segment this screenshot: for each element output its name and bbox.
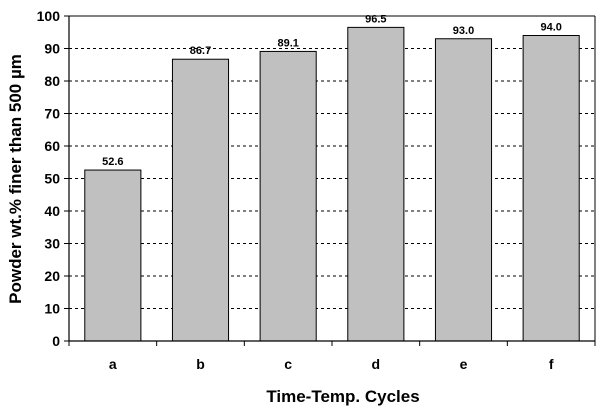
bars bbox=[84, 26, 580, 342]
y-tick-label: 90 bbox=[44, 41, 60, 57]
y-tick-label: 60 bbox=[44, 138, 60, 154]
bar-value-label: 52.6 bbox=[102, 156, 123, 168]
x-axis-ticks: a b c d e f bbox=[68, 341, 596, 372]
y-tick-label: 30 bbox=[44, 236, 60, 252]
y-tick-label: 40 bbox=[44, 203, 60, 219]
y-tick-label: 20 bbox=[44, 268, 60, 284]
data-labels: 52.6 86.7 89.1 96.5 93.0 94.0 bbox=[102, 13, 562, 168]
gridlines bbox=[69, 15, 595, 309]
x-axis-title: Time-Temp. Cycles bbox=[266, 387, 419, 406]
x-tick-label: e bbox=[460, 356, 468, 372]
bar-value-label: 89.1 bbox=[277, 37, 298, 49]
x-tick-label: f bbox=[549, 356, 554, 372]
y-tick-label: 50 bbox=[44, 171, 60, 187]
x-tick-label: a bbox=[109, 356, 117, 372]
x-tick-label: d bbox=[372, 356, 381, 372]
y-axis-title: Powder wt.% finer than 500 µm bbox=[6, 54, 25, 304]
x-tick-label: c bbox=[284, 356, 292, 372]
x-tick-label: b bbox=[196, 356, 205, 372]
bar bbox=[434, 38, 493, 342]
bar-value-label: 93.0 bbox=[453, 25, 474, 37]
bar-value-label: 96.5 bbox=[365, 13, 386, 25]
bar bbox=[259, 50, 317, 342]
y-tick-label: 70 bbox=[44, 106, 60, 122]
y-tick-label: 10 bbox=[44, 301, 60, 317]
y-tick-label: 80 bbox=[44, 73, 60, 89]
y-tick-label: 0 bbox=[52, 333, 60, 349]
bar bbox=[522, 35, 580, 342]
y-axis-ticks: 0 10 20 30 40 50 60 70 80 90 100 bbox=[37, 8, 69, 349]
bar bbox=[171, 58, 230, 342]
bar bbox=[84, 169, 142, 342]
bar-value-label: 94.0 bbox=[540, 22, 561, 34]
bar bbox=[347, 26, 405, 342]
y-tick-label: 100 bbox=[37, 8, 61, 24]
bar-value-label: 86.7 bbox=[190, 45, 211, 57]
